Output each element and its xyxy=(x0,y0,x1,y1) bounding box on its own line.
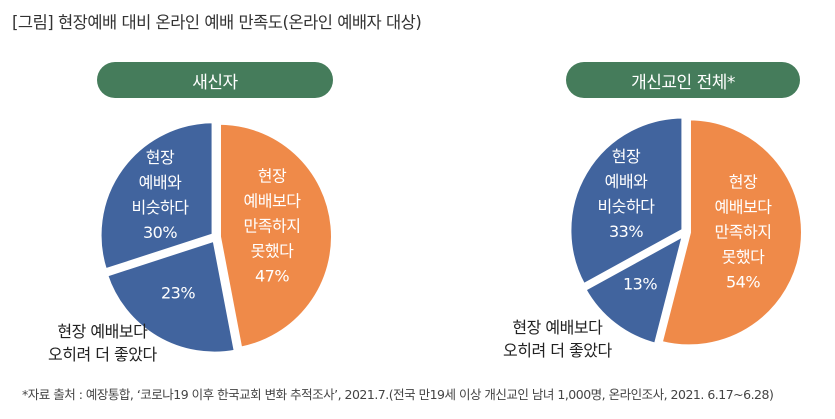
pie-1-title: 새신자 xyxy=(97,62,333,98)
pie-2-slice-2-label: 현장 예배와 비슷하다 33% xyxy=(597,147,655,241)
figure-title: [그림] 현장예배 대비 온라인 예배 만족도(온라인 예배자 대상) xyxy=(12,13,422,32)
footnote: *자료 출처 : 예장통합, ‘코로나19 이후 한국교회 변화 추적조사’, … xyxy=(22,387,774,402)
pie-2-slice-0 xyxy=(658,116,805,349)
pie-2-slice-1 xyxy=(581,230,688,348)
pie-1-slice-1-label: 현장 예배보다 오히려 더 좋았다 xyxy=(48,322,157,364)
pie-1-slice-1-value: 23% xyxy=(160,283,196,303)
pie-2-slice-1-value: 13% xyxy=(622,274,658,294)
pie-2-title: 개신교인 전체* xyxy=(566,62,800,98)
pie-2-slice-2 xyxy=(567,114,686,289)
pie-1-slice-2 xyxy=(97,119,216,273)
pie-1-slice-0-label: 현장 예배보다 만족하지 못했다 47% xyxy=(243,166,301,286)
pie-1-slice-0 xyxy=(216,120,335,352)
pie-2-slice-0-label: 현장 예배보다 만족하지 못했다 54% xyxy=(714,172,772,292)
pie-2-slice-1-label: 현장 예배보다 오히려 더 좋았다 xyxy=(503,318,612,360)
pie-1-slice-2-label: 현장 예배와 비슷하다 30% xyxy=(131,148,189,242)
pie-1-slice-1 xyxy=(103,236,239,356)
